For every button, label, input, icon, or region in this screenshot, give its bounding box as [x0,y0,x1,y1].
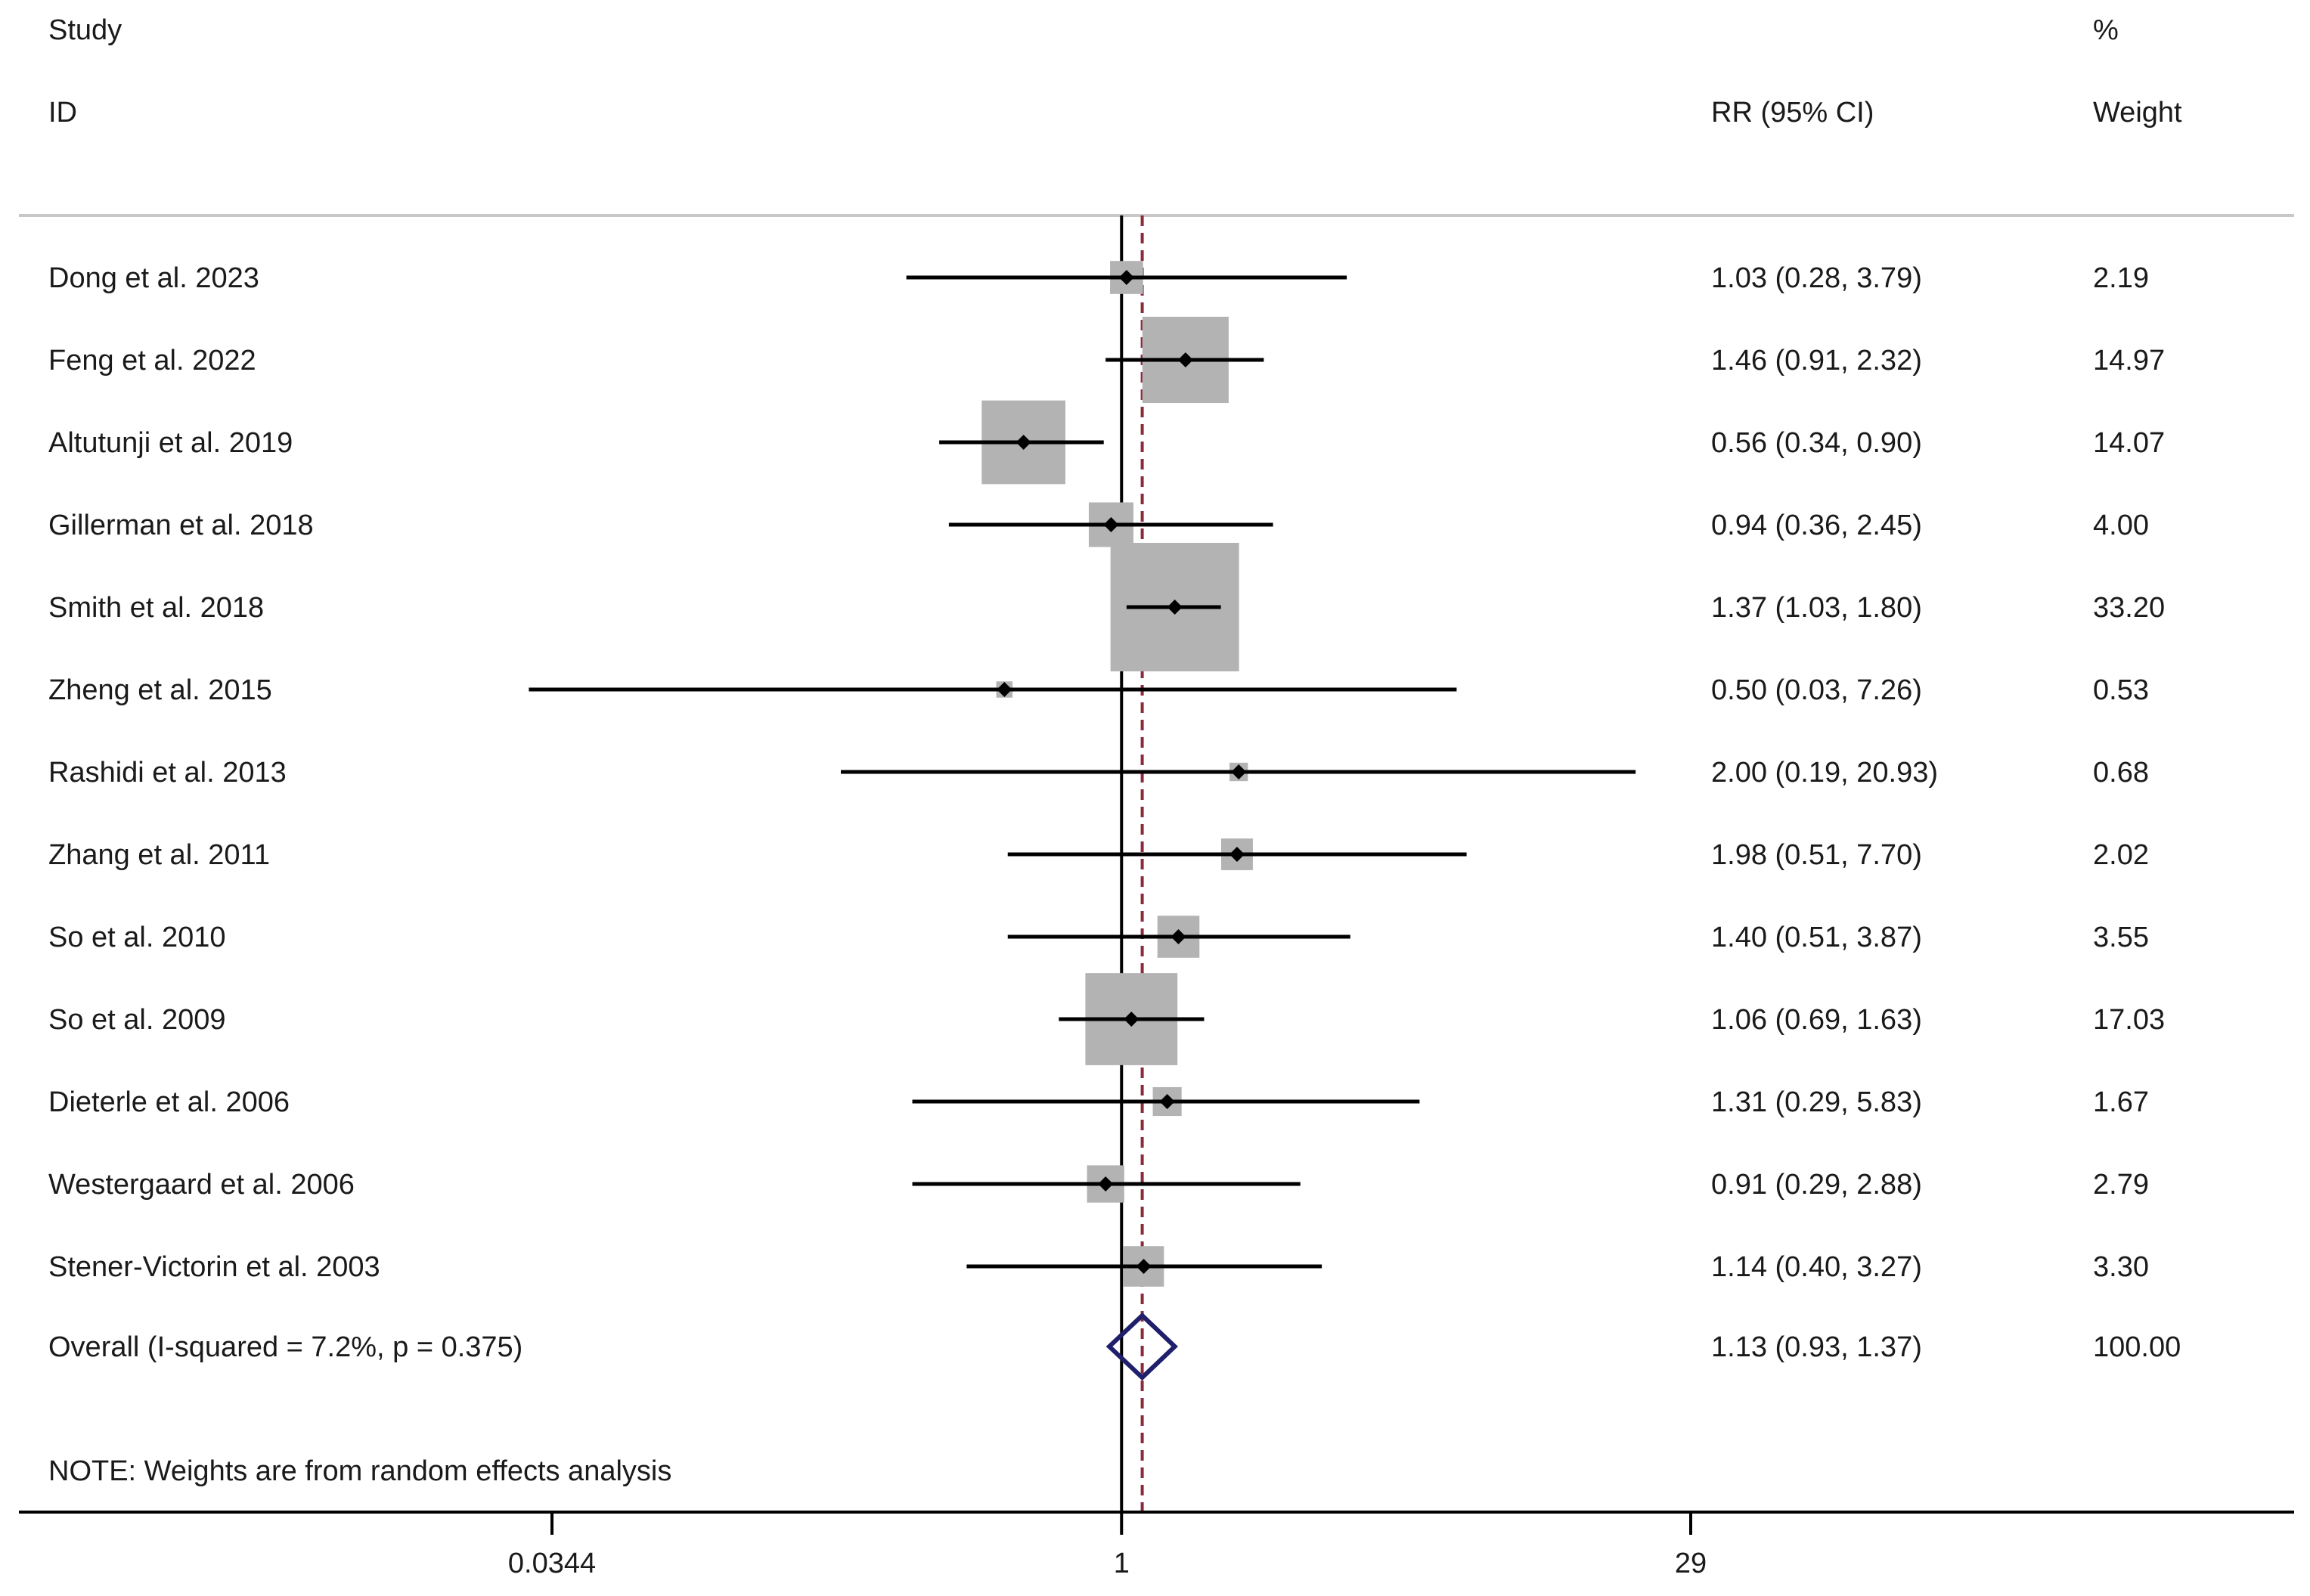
point-estimate-marker [1103,517,1119,532]
point-estimate-marker [997,682,1012,697]
ci-text: 1.03 (0.28, 3.79) [1711,262,1922,294]
weight-text: 1.67 [2093,1086,2149,1118]
study-row: Stener-Victorin et al. 2003 1.14 (0.40, 3… [48,1246,2149,1287]
point-estimate-marker [1136,1259,1152,1274]
study-rows: Dong et al. 2023 1.03 (0.28, 3.79) 2.19 Fen… [48,261,2165,1287]
study-label: So et al. 2010 [48,922,226,953]
study-row: Zhang et al. 2011 1.98 (0.51, 7.70) 2.02 [48,838,2149,871]
point-estimate-marker [1177,352,1193,367]
study-label: So et al. 2009 [48,1004,226,1036]
x-tick-label: 0.0344 [508,1548,596,1579]
ci-text: 1.40 (0.51, 3.87) [1711,922,1922,953]
ci-text: 0.94 (0.36, 2.45) [1711,510,1922,541]
x-tick-label: 29 [1675,1548,1707,1579]
weight-text: 2.79 [2093,1169,2149,1201]
study-row: Zheng et al. 2015 0.50 (0.03, 7.26) 0.53 [48,674,2149,706]
weight-text: 33.20 [2093,592,2165,624]
study-label: Zheng et al. 2015 [48,674,272,706]
study-label: Feng et al. 2022 [48,345,256,377]
ci-text: 1.46 (0.91, 2.32) [1711,345,1922,377]
ci-text: 0.91 (0.29, 2.88) [1711,1169,1922,1201]
point-estimate-marker [1229,847,1245,862]
study-label: Altutunji et al. 2019 [48,427,293,459]
study-row: Dieterle et al. 2006 1.31 (0.29, 5.83) 1.6… [48,1086,2149,1118]
study-label: Stener-Victorin et al. 2003 [48,1251,380,1283]
point-estimate-marker [1015,435,1031,450]
point-estimate-marker [1231,764,1247,779]
study-row: Smith et al. 2018 1.37 (1.03, 1.80) 33.20 [48,543,2165,671]
point-estimate-marker [1171,929,1186,944]
weight-text: 2.19 [2093,262,2149,294]
ci-text: 1.31 (0.29, 5.83) [1711,1086,1922,1118]
study-row: So et al. 2010 1.40 (0.51, 3.87) 3.55 [48,916,2149,958]
study-label: Smith et al. 2018 [48,592,264,624]
study-row: Dong et al. 2023 1.03 (0.28, 3.79) 2.19 [48,261,2149,294]
study-label: Rashidi et al. 2013 [48,757,287,789]
weight-text: 2.02 [2093,839,2149,871]
weights-note: NOTE: Weights are from random effects an… [48,1455,671,1487]
study-label: Westergaard et al. 2006 [48,1169,355,1201]
point-estimate-marker [1124,1012,1139,1027]
weight-text: 4.00 [2093,510,2149,541]
study-label: Dieterle et al. 2006 [48,1086,290,1118]
x-axis-ticks: 0.0344 1 29 [508,1512,1707,1579]
overall-weight-text: 100.00 [2093,1331,2181,1363]
ci-text: 0.56 (0.34, 0.90) [1711,427,1922,459]
weight-text: 14.97 [2093,345,2165,377]
overall-label: Overall (I-squared = 7.2%, p = 0.375) [48,1331,522,1363]
header-study-label: Study [48,14,122,46]
weight-text: 0.53 [2093,674,2149,706]
point-estimate-marker [1098,1176,1114,1192]
study-row: Altutunji et al. 2019 0.56 (0.34, 0.90) 14… [48,400,2165,485]
point-estimate-marker [1159,1094,1175,1109]
header-id-label: ID [48,97,77,129]
header-weight-label: Weight [2093,97,2182,129]
study-row: So et al. 2009 1.06 (0.69, 1.63) 17.03 [48,973,2165,1065]
study-row: Westergaard et al. 2006 0.91 (0.29, 2.88)… [48,1165,2149,1203]
weight-text: 0.68 [2093,757,2149,789]
study-row: Feng et al. 2022 1.46 (0.91, 2.32) 14.97 [48,316,2165,404]
weight-text: 17.03 [2093,1004,2165,1036]
header-ci-label: RR (95% CI) [1711,97,1874,129]
study-label: Dong et al. 2023 [48,262,259,294]
weight-text: 3.30 [2093,1251,2149,1283]
weight-text: 14.07 [2093,427,2165,459]
ci-text: 1.37 (1.03, 1.80) [1711,592,1922,624]
study-label: Zhang et al. 2011 [48,839,270,871]
study-row: Gillerman et al. 2018 0.94 (0.36, 2.45) 4.… [48,502,2149,547]
ci-text: 1.14 (0.40, 3.27) [1711,1251,1922,1283]
x-tick-label: 1 [1114,1548,1130,1579]
overall-ci-text: 1.13 (0.93, 1.37) [1711,1331,1922,1363]
point-estimate-marker [1167,600,1183,615]
ci-text: 0.50 (0.03, 7.26) [1711,674,1922,706]
point-estimate-marker [1118,270,1134,285]
header-percent-label: % [2093,14,2119,46]
ci-text: 1.98 (0.51, 7.70) [1711,839,1922,871]
ci-text: 2.00 (0.19, 20.93) [1711,757,1938,789]
overall-diamond [1105,1312,1178,1381]
weight-text: 3.55 [2093,922,2149,953]
ci-text: 1.06 (0.69, 1.63) [1711,1004,1922,1036]
overall-row: Overall (I-squared = 7.2%, p = 0.375) 1.… [48,1312,2181,1381]
study-row: Rashidi et al. 2013 2.00 (0.19, 20.93) 0.6… [48,757,2149,789]
study-label: Gillerman et al. 2018 [48,510,314,541]
